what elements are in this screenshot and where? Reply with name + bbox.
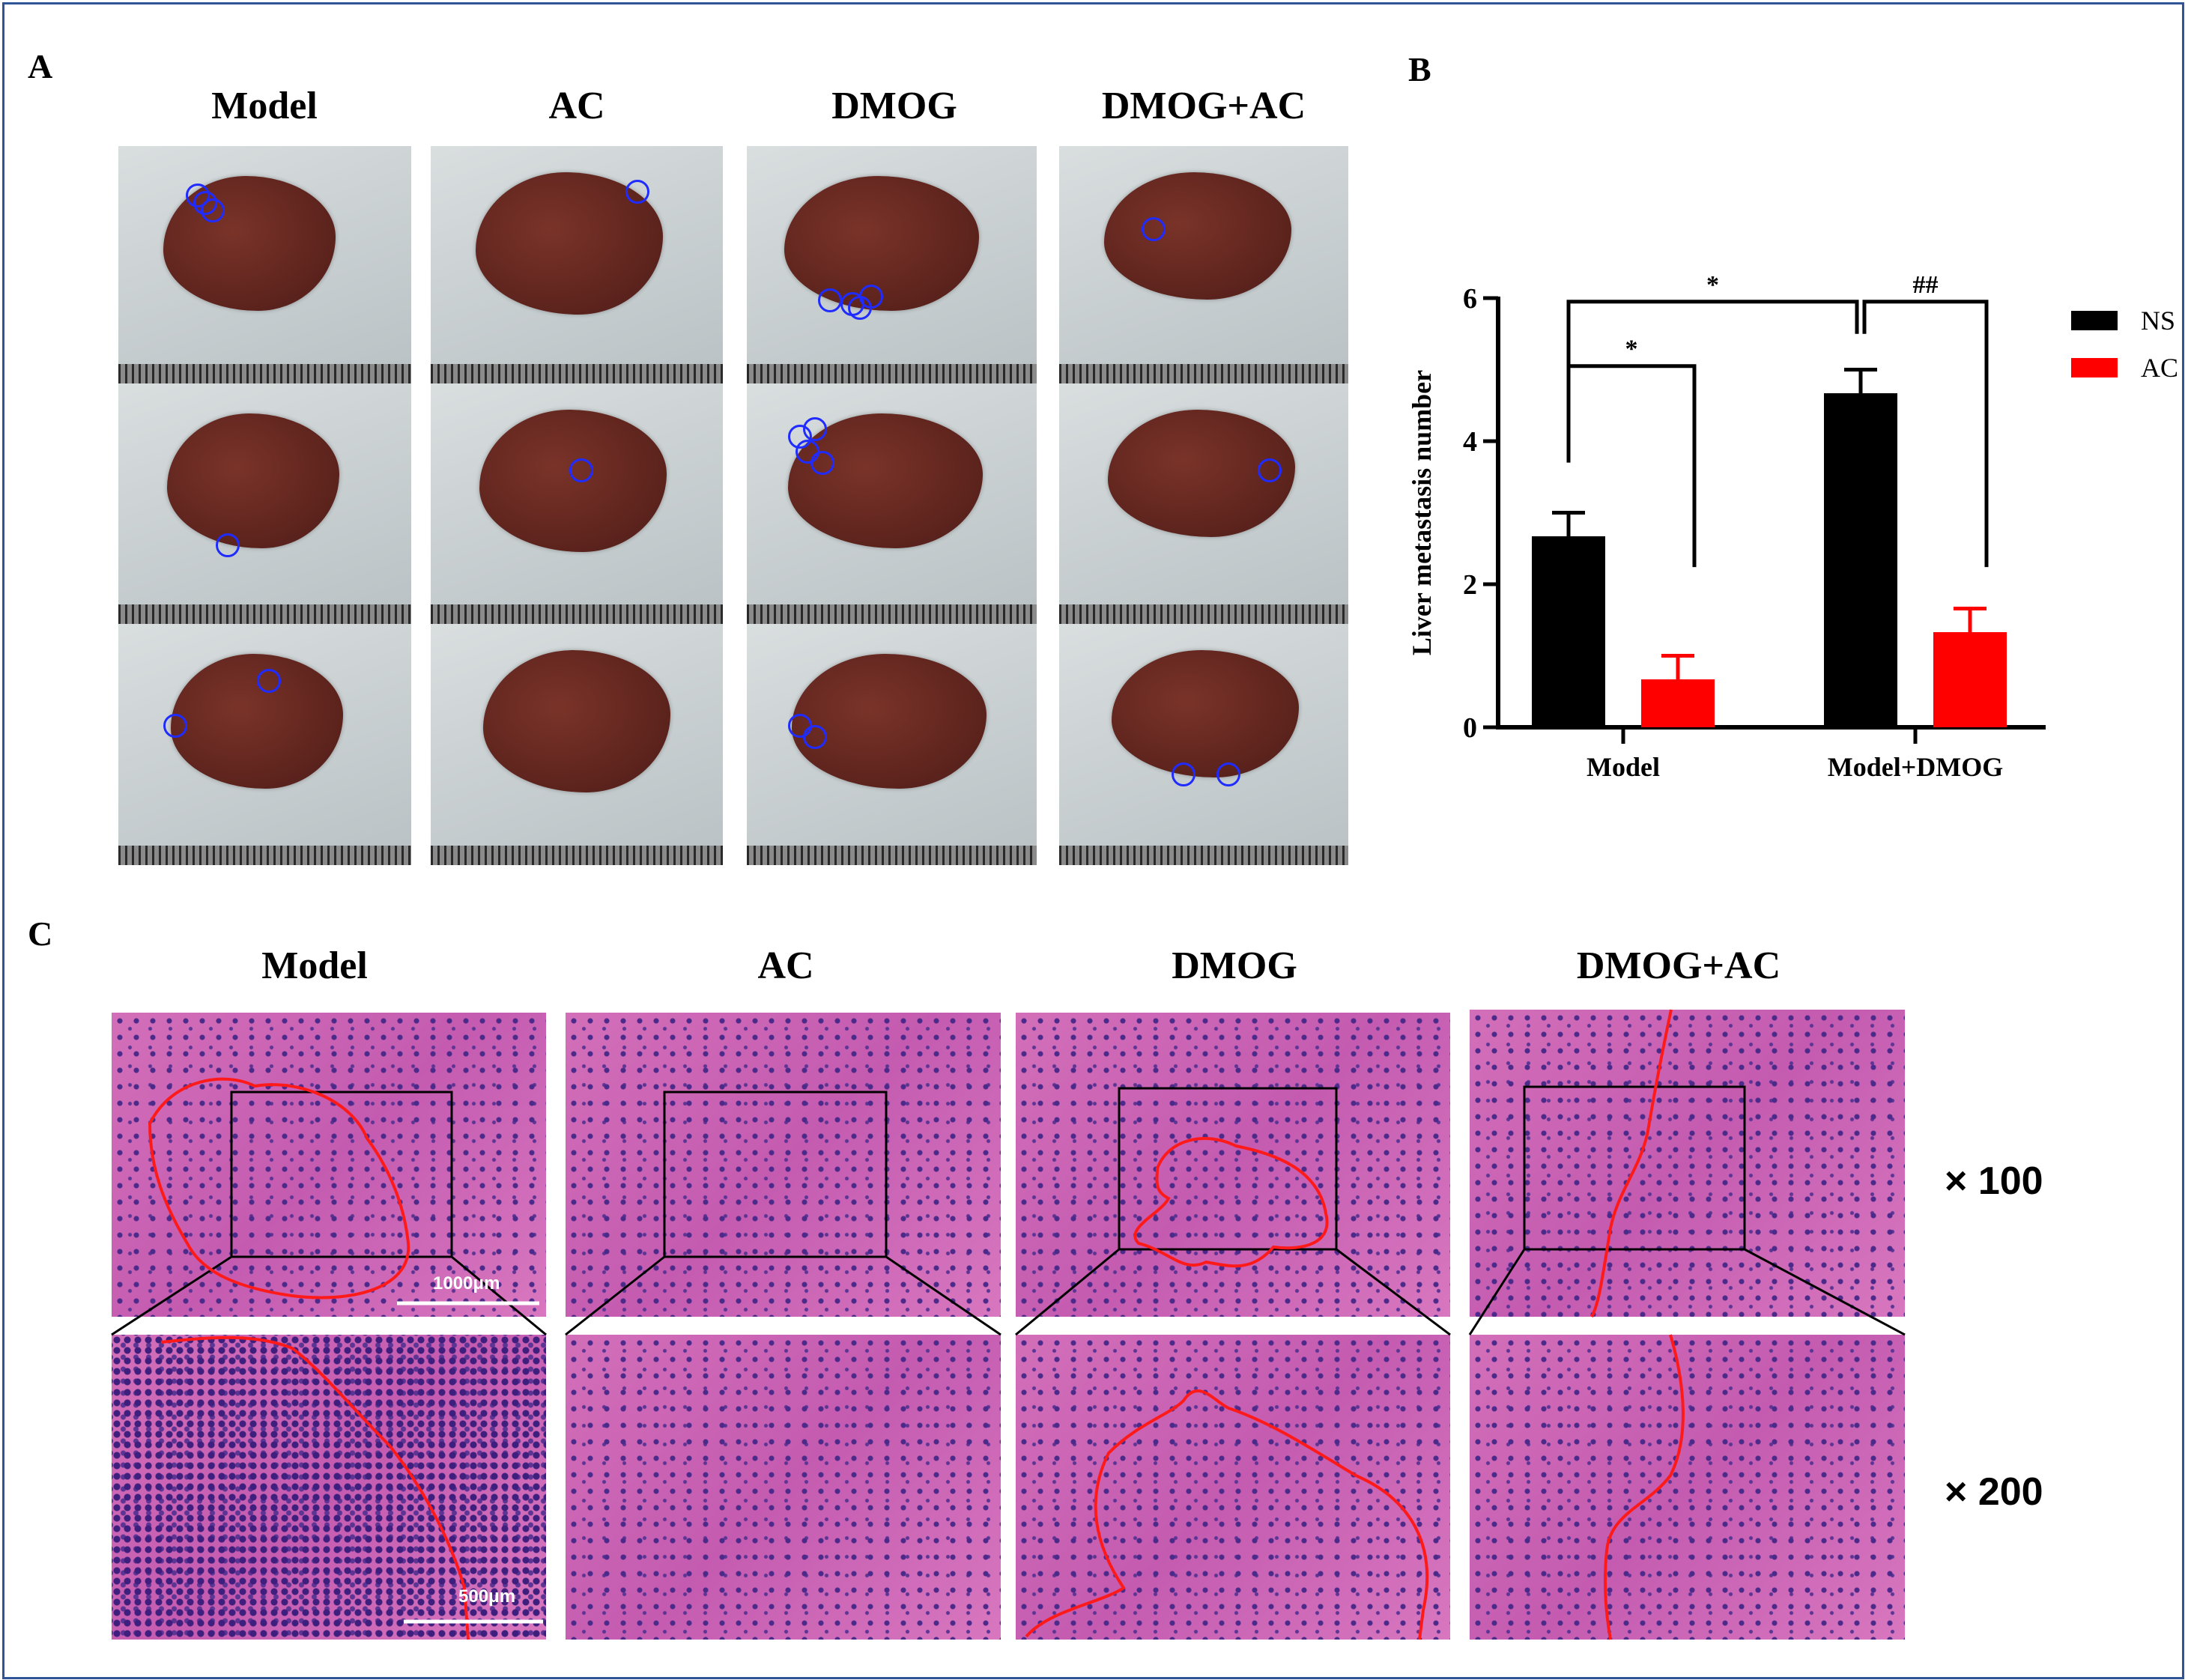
- metastasis-marker: [1172, 762, 1195, 786]
- bar-ac-1: [1933, 631, 2007, 727]
- histology-dmog-x100: [1016, 1013, 1450, 1317]
- histology-dmog-ac-x100: [1470, 1010, 1905, 1317]
- metastasis-marker: [803, 417, 827, 441]
- liver-photo-dmog-ac-3: [1059, 624, 1350, 865]
- significance-bracket-ns-label: *: [1706, 271, 1719, 299]
- metastasis-marker: [1142, 217, 1166, 241]
- panel-a-header-model: Model: [211, 85, 318, 127]
- liver-specimen: [1112, 650, 1299, 777]
- significance-bracket-dmog: [1862, 300, 1989, 568]
- liver-specimen: [167, 413, 339, 548]
- metastasis-marker: [1216, 762, 1240, 786]
- significance-bracket-ns: [1566, 300, 1859, 366]
- panel-c-header-dmog: DMOG: [1172, 944, 1297, 987]
- metastasis-marker: [803, 725, 827, 749]
- panel-c-header-ac: AC: [757, 944, 814, 987]
- x-tick-label: Model: [1587, 752, 1660, 782]
- metastasis-marker: [257, 669, 281, 693]
- panel-c-header-model: Model: [261, 944, 368, 987]
- metastasis-marker: [625, 180, 649, 204]
- legend-label-ac: AC: [2141, 353, 2178, 383]
- ruler: [1059, 846, 1348, 865]
- y-axis-title: Liver metastasis number: [1407, 370, 1437, 655]
- significance-bracket-model-label: *: [1625, 336, 1638, 363]
- panel-c-header-dmog-ac: DMOG+AC: [1576, 944, 1781, 987]
- x-tick-label: Model+DMOG: [1828, 752, 2003, 782]
- ruler: [747, 364, 1037, 383]
- scale-bar-label-500: 500μm: [458, 1586, 516, 1607]
- liver-photo-ac-3: [431, 624, 724, 865]
- ruler: [1059, 604, 1348, 624]
- metastasis-marker: [810, 451, 834, 475]
- histology-ac-x200: [566, 1335, 1001, 1640]
- y-tick-label: 2: [1463, 569, 1477, 601]
- magnification-x100: × 100: [1945, 1159, 2043, 1203]
- y-tick-label: 6: [1463, 283, 1477, 315]
- liver-specimen: [479, 410, 667, 552]
- liver-photo-dmog-ac-2: [1059, 383, 1350, 624]
- liver-specimen: [483, 650, 670, 792]
- liver-photo-model-3: [118, 624, 413, 865]
- ruler: [747, 604, 1037, 624]
- histology-ac-x100: [566, 1013, 1001, 1317]
- panel-a-header-ac: AC: [548, 85, 605, 127]
- liver-specimen: [1104, 172, 1291, 300]
- ruler: [431, 604, 723, 624]
- liver-photo-ac-1: [431, 146, 724, 383]
- liver-photo-model-2: [118, 383, 413, 624]
- legend-swatch-ac: [2071, 358, 2118, 377]
- panel-label-a: A: [28, 47, 53, 85]
- significance-bracket-model: [1566, 364, 1697, 568]
- ruler: [118, 846, 411, 865]
- magnification-x200: × 200: [1945, 1470, 2043, 1514]
- liver-photo-dmog-2: [747, 383, 1038, 624]
- legend-swatch-ns: [2071, 311, 2118, 330]
- ruler: [1059, 364, 1348, 383]
- liver-photo-dmog-1: [747, 146, 1038, 383]
- metastasis-marker: [848, 296, 872, 320]
- liver-specimen: [792, 654, 987, 789]
- histology-dmog-ac-x200: [1470, 1335, 1905, 1640]
- bar-ns-1: [1824, 393, 1897, 727]
- metastasis-marker: [569, 458, 593, 482]
- ruler: [431, 364, 723, 383]
- ruler: [747, 846, 1037, 865]
- scale-bar-label-1000: 1000μm: [433, 1273, 500, 1294]
- panel-a-header-dmog: DMOG: [831, 85, 957, 127]
- histology-model-x100: [112, 1013, 546, 1317]
- liver-photo-model-1: [118, 146, 413, 383]
- panel-a-header-dmog-ac: DMOG+AC: [1101, 85, 1306, 127]
- metastasis-marker: [1258, 458, 1282, 482]
- metastasis-marker: [163, 714, 187, 738]
- ruler: [118, 604, 411, 624]
- bar-ac-0: [1641, 679, 1715, 727]
- metastasis-marker: [216, 533, 240, 557]
- liver-photo-dmog-ac-1: [1059, 146, 1350, 383]
- y-tick-label: 4: [1463, 426, 1477, 458]
- histology-dmog-x200: [1016, 1335, 1450, 1640]
- metastasis-marker: [201, 198, 225, 222]
- y-tick-label: 0: [1463, 712, 1477, 744]
- liver-photo-ac-2: [431, 383, 724, 624]
- panel-label-c: C: [28, 915, 53, 953]
- ruler: [431, 846, 723, 865]
- bar-chart: 0 2 4 6 Liver metastasis number Model Model+DM…: [1407, 271, 2178, 782]
- legend-label-ns: NS: [2141, 306, 2175, 336]
- panel-label-b: B: [1408, 50, 1431, 88]
- ruler: [118, 364, 411, 383]
- significance-bracket-dmog-label: ##: [1913, 271, 1939, 299]
- liver-specimen: [784, 176, 979, 311]
- liver-photo-dmog-3: [747, 624, 1038, 865]
- bar-ns-0: [1532, 536, 1605, 727]
